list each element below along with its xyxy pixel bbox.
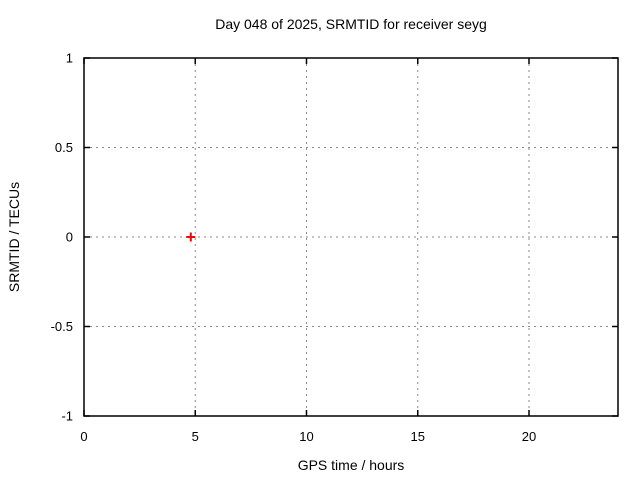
axis-ticks (83, 57, 618, 417)
x-tick-label: 5 (192, 429, 199, 444)
border-rect (83, 57, 619, 417)
y-tick-label: 0.5 (55, 140, 73, 155)
y-tick-label: -1 (61, 409, 73, 424)
y-tick-label: 1 (66, 51, 73, 66)
plot-border (83, 57, 619, 417)
grid-lines (84, 58, 618, 416)
tick-labels: 0 5 10 15 20 -1 -0.5 0 0.5 1 (51, 51, 537, 445)
x-tick-label: 15 (411, 429, 425, 444)
data-series (186, 232, 196, 242)
x-tick-label: 10 (299, 429, 313, 444)
x-tick-label: 0 (80, 429, 87, 444)
y-tick-label: 0 (66, 230, 73, 245)
x-tick-label: 20 (522, 429, 536, 444)
chart-title: Day 048 of 2025, SRMTID for receiver sey… (215, 16, 487, 32)
y-tick-label: -0.5 (51, 319, 73, 334)
x-axis-label: GPS time / hours (297, 457, 405, 473)
